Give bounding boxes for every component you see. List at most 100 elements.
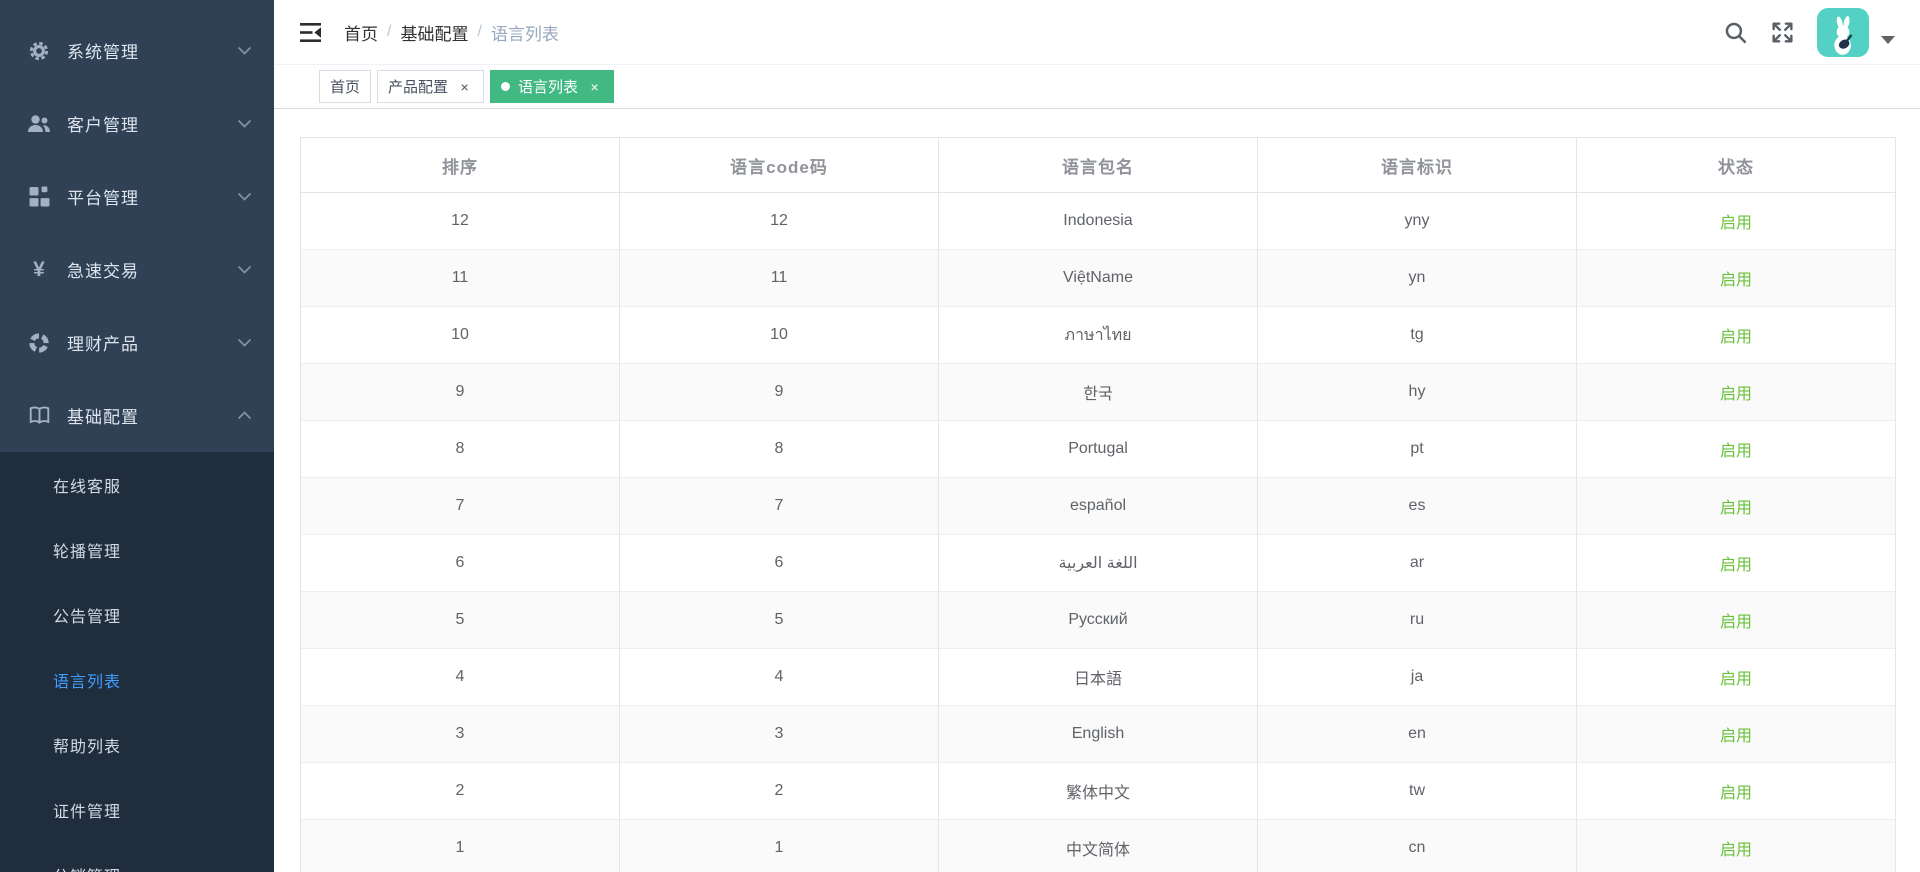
breadcrumb-item: 语言列表 [490, 24, 559, 44]
tab-产品配置[interactable]: 产品配置 × [377, 70, 485, 103]
chevron-down-icon [237, 46, 252, 55]
sidebar-subitem-carousel[interactable]: 轮播管理 [0, 517, 274, 582]
sidebar-item-basic-config[interactable]: 基础配置 [0, 379, 274, 452]
table-row: 9 9 한국 hy 启用 [301, 364, 1896, 421]
cell-code: 11 [620, 250, 939, 307]
sidebar-item-wealth-products[interactable]: 理财产品 [0, 306, 274, 379]
status-enable-link[interactable]: 启用 [1577, 307, 1896, 364]
status-enable-link[interactable]: 启用 [1577, 820, 1896, 872]
status-enable-link[interactable]: 启用 [1577, 535, 1896, 592]
table-row: 4 4 日本語 ja 启用 [301, 649, 1896, 706]
sidebar-subitem-announcement[interactable]: 公告管理 [0, 582, 274, 647]
cell-package: 中文简体 [939, 820, 1258, 872]
cell-package: ภาษาไทย [939, 307, 1258, 364]
cell-lang-key: ar [1258, 535, 1577, 592]
table-row: 12 12 Indonesia yny 启用 [301, 193, 1896, 250]
cell-package: ViệtName [939, 250, 1258, 307]
sidebar-item-platform[interactable]: 平台管理 [0, 160, 274, 233]
status-enable-link[interactable]: 启用 [1577, 649, 1896, 706]
avatar[interactable] [1817, 7, 1869, 57]
cell-code: 12 [620, 193, 939, 250]
cell-code: 8 [620, 421, 939, 478]
cell-sort: 3 [301, 706, 620, 763]
cell-lang-key: yny [1258, 193, 1577, 250]
cell-package: español [939, 478, 1258, 535]
cell-lang-key: tg [1258, 307, 1577, 364]
page-content: 排序 语言code码 语言包名 语言标识 状态 12 12 Indonesia yny 启用 11… [274, 109, 1920, 872]
breadcrumb-item[interactable]: 首页 [344, 24, 378, 44]
cell-sort: 9 [301, 364, 620, 421]
table-row: 7 7 español es 启用 [301, 478, 1896, 535]
column-header: 状态 [1577, 138, 1896, 193]
cell-lang-key: en [1258, 706, 1577, 763]
cell-sort: 1 [301, 820, 620, 872]
cell-code: 10 [620, 307, 939, 364]
rabbit-avatar-icon [1824, 13, 1862, 57]
sidebar-item-label: 客户管理 [67, 116, 139, 135]
column-header: 语言包名 [939, 138, 1258, 193]
cell-code: 5 [620, 592, 939, 649]
status-enable-link[interactable]: 启用 [1577, 763, 1896, 820]
breadcrumb-separator: / [387, 23, 392, 40]
status-enable-link[interactable]: 启用 [1577, 478, 1896, 535]
tab-label: 首页 [330, 79, 361, 96]
sidebar-toggle-button[interactable] [300, 22, 321, 42]
submenu-item-label: 证件管理 [53, 803, 122, 821]
table-row: 6 6 اللغة العربية ar 启用 [301, 535, 1896, 592]
sidebar-subitem-distribution[interactable]: 分销管理 [0, 842, 274, 872]
sidebar-subitem-certificate[interactable]: 证件管理 [0, 777, 274, 842]
breadcrumb: 首页 / 基础配置 / 语言列表 [344, 20, 559, 45]
search-button[interactable] [1723, 20, 1748, 45]
sidebar-subitem-help-list[interactable]: 帮助列表 [0, 712, 274, 777]
status-enable-link[interactable]: 启用 [1577, 193, 1896, 250]
cell-lang-key: ru [1258, 592, 1577, 649]
tab-close-icon[interactable]: × [590, 78, 599, 95]
fullscreen-button[interactable] [1770, 20, 1795, 45]
cell-sort: 5 [301, 592, 620, 649]
cell-code: 7 [620, 478, 939, 535]
breadcrumb-separator: / [477, 23, 482, 40]
cell-package: 日本語 [939, 649, 1258, 706]
tab-label: 语言列表 [518, 79, 579, 96]
cell-package: اللغة العربية [939, 535, 1258, 592]
sidebar-item-customer[interactable]: 客户管理 [0, 87, 274, 160]
sidebar-item-label: 平台管理 [67, 189, 139, 208]
cell-sort: 8 [301, 421, 620, 478]
cell-code: 2 [620, 763, 939, 820]
table-row: 8 8 Portugal pt 启用 [301, 421, 1896, 478]
status-enable-link[interactable]: 启用 [1577, 421, 1896, 478]
caret-down-icon[interactable] [1881, 36, 1895, 44]
breadcrumb-item[interactable]: 基础配置 [400, 24, 469, 44]
sidebar-item-label: 基础配置 [67, 408, 139, 427]
tab-首页[interactable]: 首页 [319, 70, 372, 103]
status-enable-link[interactable]: 启用 [1577, 364, 1896, 421]
tab-语言列表[interactable]: 语言列表 × [490, 70, 615, 103]
yen-icon: ¥ [33, 258, 45, 281]
tab-close-icon[interactable]: × [460, 78, 469, 95]
sidebar-subitem-language-list[interactable]: 语言列表 [0, 647, 274, 712]
cell-lang-key: es [1258, 478, 1577, 535]
cell-lang-key: tw [1258, 763, 1577, 820]
chevron-down-icon [237, 192, 252, 201]
sidebar-subitem-online-service[interactable]: 在线客服 [0, 452, 274, 517]
sidebar-item-label: 理财产品 [67, 335, 139, 354]
cell-sort: 10 [301, 307, 620, 364]
status-enable-link[interactable]: 启用 [1577, 250, 1896, 307]
cell-package: English [939, 706, 1258, 763]
sidebar-item-express-trade[interactable]: ¥ 急速交易 [0, 233, 274, 306]
cell-package: Portugal [939, 421, 1258, 478]
submenu-item-label: 帮助列表 [53, 738, 122, 756]
sidebar-item-label: 急速交易 [67, 262, 139, 281]
submenu-item-label: 在线客服 [53, 478, 122, 496]
table-header-row: 排序 语言code码 语言包名 语言标识 状态 [301, 138, 1896, 193]
cell-code: 4 [620, 649, 939, 706]
chevron-down-icon [237, 265, 252, 274]
sidebar: 系统管理客户管理平台管理 ¥ 急速交易理财产品基础配置在线客服轮播管理 公告管理 语言列… [0, 0, 274, 872]
chevron-down-icon [237, 119, 252, 128]
status-enable-link[interactable]: 启用 [1577, 592, 1896, 649]
status-enable-link[interactable]: 启用 [1577, 706, 1896, 763]
column-header: 语言code码 [620, 138, 939, 193]
submenu-item-label: 分销管理 [53, 863, 121, 872]
sidebar-item-system[interactable]: 系统管理 [0, 14, 274, 87]
navbar-right [1701, 7, 1895, 57]
